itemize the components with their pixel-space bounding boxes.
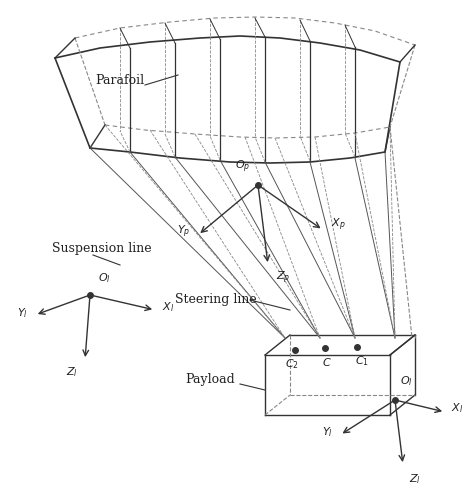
Text: Suspension line: Suspension line bbox=[52, 241, 152, 255]
Text: $Z_l$: $Z_l$ bbox=[409, 472, 421, 486]
Text: $Y_p$: $Y_p$ bbox=[177, 224, 190, 240]
Text: $X_l$: $X_l$ bbox=[451, 401, 463, 415]
Text: $O_p$: $O_p$ bbox=[235, 159, 250, 175]
Text: Parafoil: Parafoil bbox=[95, 74, 144, 87]
Text: Steering line: Steering line bbox=[175, 294, 257, 307]
Text: $C_2$: $C_2$ bbox=[285, 357, 299, 371]
Text: $C$: $C$ bbox=[322, 356, 332, 368]
Text: $Y_l$: $Y_l$ bbox=[322, 425, 333, 439]
Text: $X_p$: $X_p$ bbox=[331, 217, 346, 233]
Text: $O_l$: $O_l$ bbox=[98, 271, 111, 285]
Text: Payload: Payload bbox=[185, 374, 235, 386]
Text: $O_l$: $O_l$ bbox=[400, 374, 413, 388]
Text: $Z_p$: $Z_p$ bbox=[276, 270, 291, 287]
Text: $Y_l$: $Y_l$ bbox=[17, 306, 28, 320]
Text: $X_l$: $X_l$ bbox=[162, 300, 174, 314]
Text: $Z_l$: $Z_l$ bbox=[66, 365, 78, 379]
Text: $C_1$: $C_1$ bbox=[355, 354, 369, 368]
